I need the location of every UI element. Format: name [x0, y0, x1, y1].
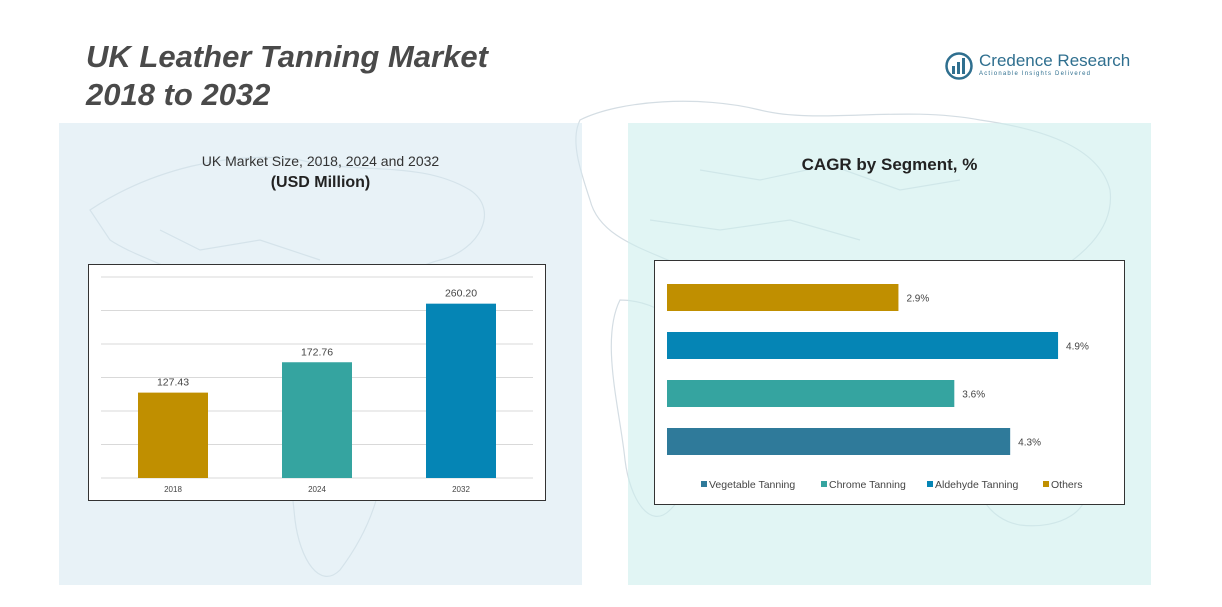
hbar-value-label: 3.6%	[962, 390, 985, 401]
hbar-others	[667, 284, 899, 311]
hbar-value-label: 4.3%	[1018, 438, 1041, 449]
bar-value-label: 172.76	[301, 346, 333, 358]
logo-name: Credence Research	[979, 51, 1131, 70]
legend-label: Vegetable Tanning	[709, 479, 795, 491]
cagr-chart-frame: 2.9% 4.9% 3.6% 4.3% Vegetable Tanning Chrome …	[654, 260, 1125, 505]
legend-swatch	[1043, 481, 1049, 487]
legend-label: Chrome Tanning	[829, 479, 906, 491]
legend-swatch	[821, 481, 827, 487]
bar-value-label: 260.20	[445, 288, 477, 300]
logo-tagline: Actionable Insights Delivered	[979, 71, 1092, 77]
x-tick-label: 2018	[164, 485, 182, 494]
x-tick-label: 2032	[452, 485, 470, 494]
cagr-panel: CAGR by Segment, % 2.9% 4.9% 3.6% 4.3% Veget…	[628, 123, 1151, 585]
market-size-panel: UK Market Size, 2018, 2024 and 2032 (USD…	[59, 123, 582, 585]
legend-label: Aldehyde Tanning	[935, 479, 1018, 491]
legend-swatch	[701, 481, 707, 487]
hbar-aldehyde-tanning	[667, 332, 1059, 359]
market-size-chart-frame: 127.43 2018 172.76 2024 260.20 2032	[88, 264, 546, 501]
hbar-chrome-tanning	[667, 380, 955, 407]
page-title: UK Leather Tanning Market 2018 to 2032	[86, 38, 488, 114]
title-line-1: UK Leather Tanning Market	[86, 39, 488, 74]
market-size-unit-label: (USD Million)	[270, 174, 371, 191]
bar-2018	[138, 392, 208, 478]
market-size-chart-title: UK Market Size, 2018, 2024 and 2032	[201, 153, 440, 169]
title-line-2: 2018 to 2032	[86, 77, 271, 112]
bar-2024	[282, 362, 352, 478]
market-size-bar-chart: 127.43 2018 172.76 2024 260.20 2032	[101, 276, 533, 494]
legend-swatch	[927, 481, 933, 487]
bar-2032	[426, 303, 496, 478]
cagr-hbar-chart: 2.9% 4.9% 3.6% 4.3% Vegetable Tanning Chrome …	[667, 284, 1089, 491]
hbar-value-label: 2.9%	[906, 294, 929, 305]
cagr-chart-title: CAGR by Segment, %	[801, 155, 978, 174]
legend-label: Others	[1051, 479, 1083, 491]
bar-value-label: 127.43	[157, 377, 189, 389]
x-tick-label: 2024	[308, 485, 326, 494]
logo-mark-icon	[945, 52, 973, 80]
credence-research-logo: Credence Research Actionable Insights De…	[945, 50, 1135, 84]
hbar-vegetable-tanning	[667, 428, 1011, 455]
hbar-value-label: 4.9%	[1066, 342, 1089, 353]
